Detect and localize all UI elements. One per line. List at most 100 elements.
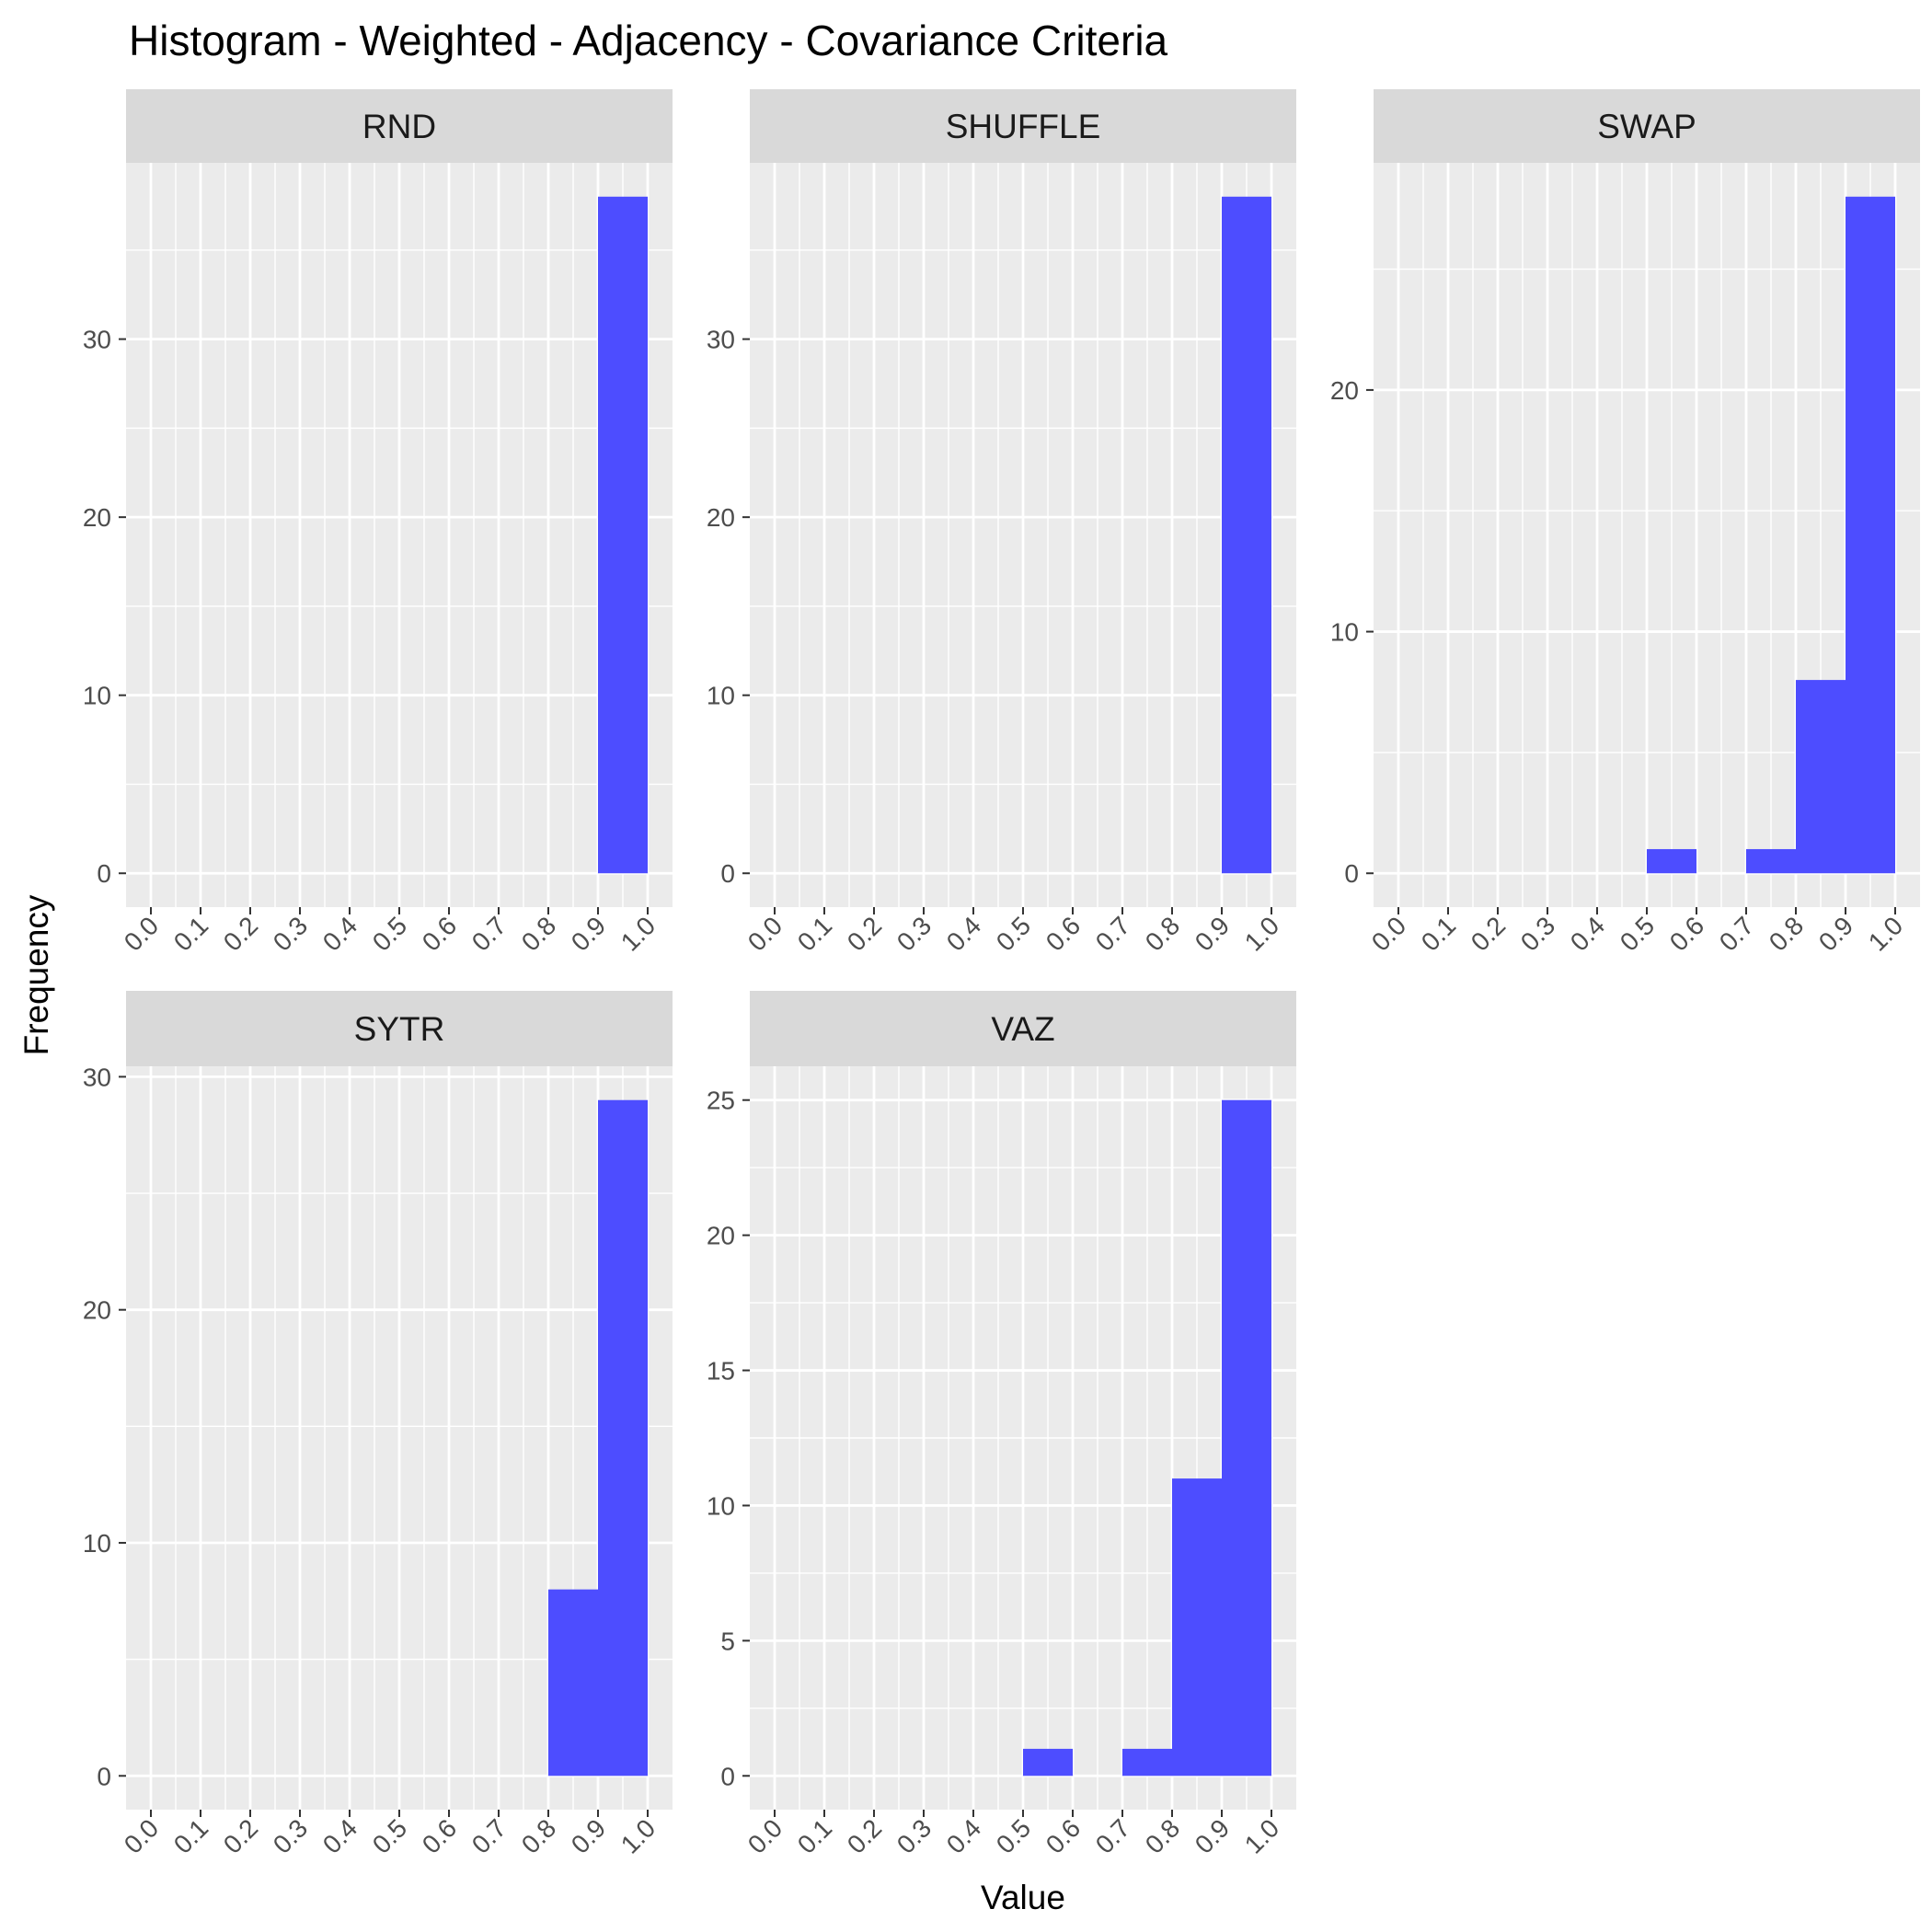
panel-vaz: VAZ 0 5 10 15 20 25 0.0 0.1 0.2 0.3 0.4 0.5 0.6 0.7 0.8… (707, 991, 1296, 1859)
panel-rnd: RND 0 10 20 30 0.0 0.1 0.2 0.3 0.4 0.5 0.6 0.7 0.8 0.9… (83, 89, 673, 957)
x-tick-label: 0.4 (1565, 911, 1610, 956)
x-tick-label: 0.1 (1416, 911, 1461, 956)
x-tick-label: 0.7 (466, 1813, 512, 1858)
facet-strip-label: VAZ (991, 1010, 1054, 1048)
facet-strip (126, 89, 673, 163)
y-tick-label: 10 (83, 1529, 111, 1558)
x-tick-label: 0.1 (792, 911, 837, 956)
y-tick-label: 0 (1344, 859, 1359, 888)
x-tick-label: 0.4 (941, 911, 986, 956)
x-tick-label: 0.7 (1090, 1813, 1135, 1858)
x-tick-label: 0.6 (1041, 911, 1086, 956)
y-tick-label: 20 (707, 1222, 735, 1250)
panel-swap: SWAP 0 10 20 0.0 0.1 0.2 0.3 0.4 0.5 0.6 0.7 0.8 0.9 1… (1330, 89, 1920, 957)
histogram-bar-swap (1796, 680, 1846, 874)
x-tick-label: 0.0 (742, 1813, 788, 1858)
histogram-bar-rnd (598, 196, 648, 874)
histogram-bar-vaz (1172, 1478, 1222, 1777)
x-tick-label: 0.3 (268, 1813, 313, 1858)
x-tick-label: 0.1 (792, 1813, 837, 1858)
x-tick-label: 1.0 (1239, 1813, 1284, 1858)
y-tick-label: 10 (1330, 618, 1359, 647)
facet-strip-label: SHUFFLE (946, 108, 1101, 145)
facet-strip (126, 991, 673, 1066)
facet-strip-label: SWAP (1597, 108, 1696, 145)
facet-strip-label: RND (362, 108, 436, 145)
y-tick-label: 20 (1330, 376, 1359, 405)
x-tick-label: 0.2 (218, 1813, 263, 1858)
y-tick-label: 0 (720, 859, 735, 888)
x-tick-label: 0.6 (417, 1813, 462, 1858)
facet-strip-label: SYTR (354, 1010, 445, 1048)
x-tick-label: 0.5 (991, 1813, 1036, 1858)
x-tick-label: 0.8 (1140, 911, 1185, 956)
histogram-bar-swap (1647, 848, 1696, 874)
x-tick-label: 0.3 (891, 911, 937, 956)
facet-strip (750, 89, 1296, 163)
x-tick-label: 0.2 (1466, 911, 1511, 956)
facet-strip (750, 991, 1296, 1066)
y-tick-label: 15 (707, 1357, 735, 1386)
x-tick-label: 0.3 (268, 911, 313, 956)
histogram-bar-swap (1846, 196, 1895, 874)
facet-strip (1374, 89, 1920, 163)
x-tick-label: 1.0 (615, 1813, 661, 1858)
x-tick-label: 0.0 (119, 911, 164, 956)
y-tick-label: 25 (707, 1087, 735, 1115)
x-tick-label: 0.9 (566, 911, 611, 956)
x-tick-label: 1.0 (1863, 911, 1908, 956)
x-tick-label: 0.0 (119, 1813, 164, 1858)
y-tick-label: 20 (83, 1296, 111, 1325)
panel-sytr: SYTR 0 10 20 30 0.0 0.1 0.2 0.3 0.4 0.5 0.6 0.7 0.8 0.… (83, 991, 673, 1859)
y-tick-label: 0 (97, 1762, 111, 1790)
histogram-bar-shuffle (1222, 196, 1271, 874)
y-tick-label: 20 (707, 503, 735, 532)
x-tick-label: 0.0 (1366, 911, 1411, 956)
y-tick-label: 30 (707, 326, 735, 354)
y-axis-title: Frequency (17, 894, 55, 1055)
x-tick-label: 0.9 (1190, 911, 1235, 956)
x-tick-label: 0.4 (941, 1813, 986, 1858)
histogram-bar-swap (1746, 848, 1796, 874)
x-tick-label: 0.8 (516, 911, 561, 956)
chart-title: Histogram - Weighted - Adjacency - Covar… (129, 17, 1168, 64)
x-tick-label: 0.5 (367, 1813, 412, 1858)
x-tick-label: 0.2 (842, 911, 887, 956)
y-tick-label: 0 (97, 859, 111, 888)
y-tick-label: 10 (707, 682, 735, 710)
x-tick-label: 0.5 (1615, 911, 1660, 956)
x-tick-label: 0.6 (417, 911, 462, 956)
y-tick-label: 10 (707, 1491, 735, 1520)
x-tick-label: 0.7 (1090, 911, 1135, 956)
y-tick-label: 30 (83, 326, 111, 354)
x-axis-title: Value (981, 1879, 1065, 1916)
x-tick-label: 0.5 (367, 911, 412, 956)
x-tick-label: 0.2 (218, 911, 263, 956)
x-tick-label: 0.8 (1140, 1813, 1185, 1858)
x-tick-label: 0.0 (742, 911, 788, 956)
x-tick-label: 0.6 (1041, 1813, 1086, 1858)
x-tick-label: 0.8 (1764, 911, 1809, 956)
x-tick-label: 0.9 (1190, 1813, 1235, 1858)
x-tick-label: 0.1 (168, 911, 213, 956)
x-tick-label: 0.4 (317, 1813, 362, 1858)
histogram-bar-sytr (548, 1589, 598, 1777)
histogram-bar-sytr (598, 1099, 648, 1777)
y-tick-label: 10 (83, 682, 111, 710)
x-tick-label: 0.8 (516, 1813, 561, 1858)
y-tick-label: 30 (83, 1063, 111, 1091)
x-tick-label: 0.1 (168, 1813, 213, 1858)
histogram-bar-vaz (1122, 1748, 1172, 1777)
x-tick-label: 0.4 (317, 911, 362, 956)
y-tick-label: 5 (720, 1627, 735, 1655)
y-tick-label: 20 (83, 503, 111, 532)
y-tick-label: 0 (720, 1762, 735, 1790)
x-tick-label: 1.0 (615, 911, 661, 956)
x-tick-label: 0.2 (842, 1813, 887, 1858)
x-tick-label: 0.9 (566, 1813, 611, 1858)
histogram-bar-vaz (1023, 1748, 1073, 1777)
x-tick-label: 0.9 (1813, 911, 1858, 956)
x-tick-label: 0.5 (991, 911, 1036, 956)
